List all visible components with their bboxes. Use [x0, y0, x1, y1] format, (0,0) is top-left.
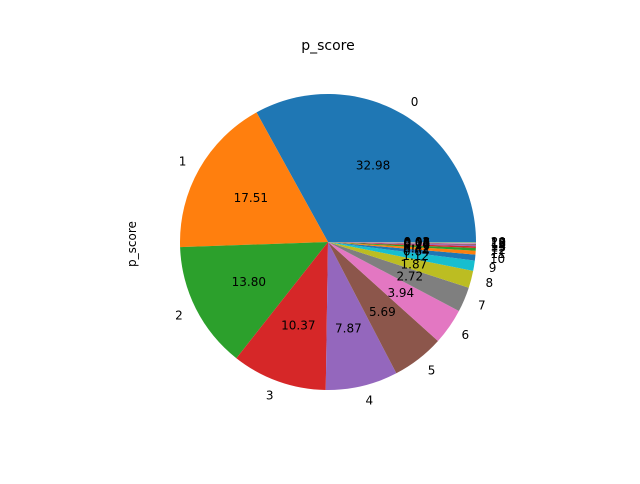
- value-label-7: 2.72: [396, 270, 423, 284]
- category-label-5: 5: [428, 364, 436, 378]
- category-label-0: 0: [411, 95, 419, 109]
- value-label-0: 32.98: [356, 159, 390, 173]
- chart-title: p_score: [301, 38, 355, 54]
- pie-slices: [180, 94, 476, 390]
- category-label-8: 8: [486, 276, 494, 290]
- value-label-3: 10.37: [281, 319, 315, 333]
- category-label-3: 3: [266, 388, 274, 402]
- category-label-1: 1: [179, 155, 187, 169]
- value-label-6: 3.94: [387, 286, 414, 300]
- category-label-4: 4: [366, 393, 374, 407]
- category-label-2: 2: [175, 309, 183, 323]
- value-label-5: 5.69: [369, 305, 396, 319]
- y-axis-label: p_score: [125, 221, 139, 267]
- category-label-7: 7: [478, 298, 486, 312]
- value-label-20: 0.02: [403, 235, 430, 249]
- value-label-4: 7.87: [335, 321, 362, 335]
- value-label-1: 17.51: [234, 191, 268, 205]
- category-label-6: 6: [462, 328, 470, 342]
- category-label-20: 20: [491, 235, 506, 249]
- value-label-2: 13.80: [232, 275, 266, 289]
